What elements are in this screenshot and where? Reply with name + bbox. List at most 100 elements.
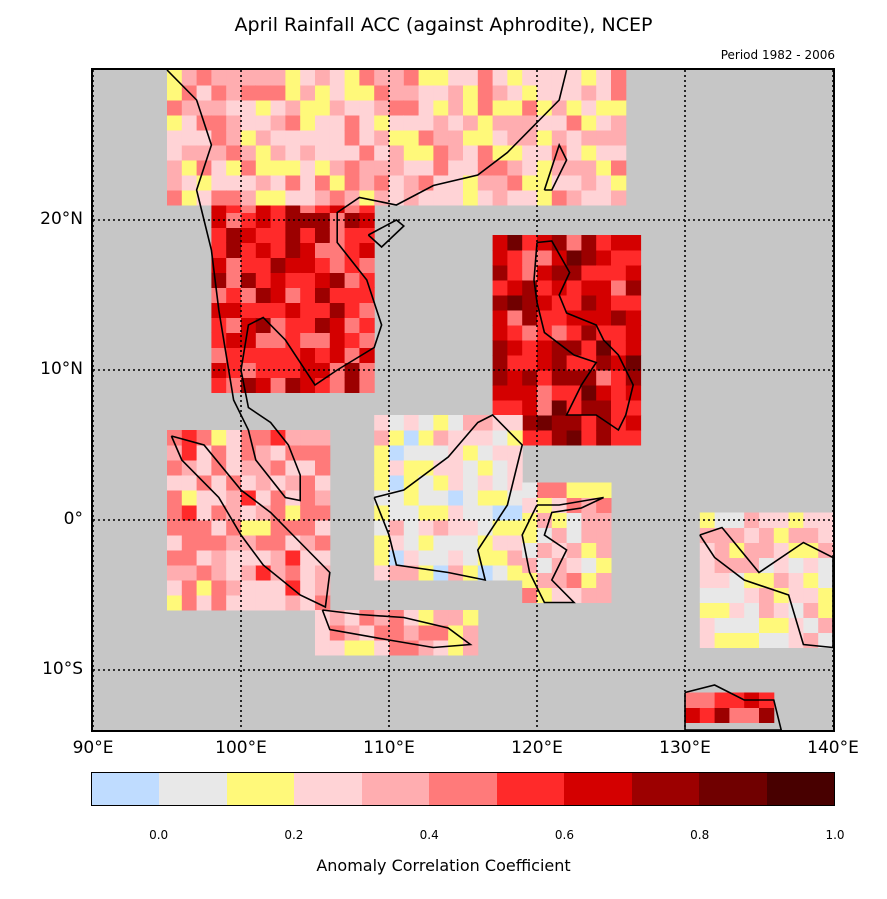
acc-cell <box>448 610 464 626</box>
acc-cell <box>196 565 212 581</box>
acc-cell <box>699 692 716 708</box>
acc-cell <box>196 490 212 506</box>
region-southern-china[interactable] <box>167 70 627 206</box>
acc-cell <box>418 415 434 431</box>
acc-cell <box>522 325 538 341</box>
acc-cell <box>418 625 434 641</box>
acc-cell <box>359 640 375 656</box>
acc-cell <box>285 505 301 521</box>
acc-cell <box>773 632 790 648</box>
acc-cell <box>270 287 286 303</box>
acc-cell <box>418 145 434 161</box>
acc-cell <box>211 377 227 393</box>
acc-cell <box>581 370 597 386</box>
region-indochina[interactable] <box>211 197 375 394</box>
acc-cell <box>403 520 420 536</box>
acc-cell <box>344 212 360 228</box>
map-canvas[interactable] <box>93 70 833 730</box>
region-borneo[interactable] <box>374 415 523 581</box>
acc-cell <box>507 370 523 386</box>
acc-cell <box>477 130 494 146</box>
acc-cell <box>315 100 331 116</box>
acc-cell <box>255 490 272 506</box>
acc-cell <box>389 640 405 656</box>
acc-cell <box>285 377 301 393</box>
acc-cell <box>374 610 390 626</box>
acc-cell <box>537 100 553 116</box>
acc-cell <box>315 332 331 348</box>
acc-cell <box>537 355 553 371</box>
acc-cell <box>241 430 257 446</box>
acc-cell <box>344 242 360 258</box>
acc-cell <box>729 617 745 633</box>
acc-cell <box>522 527 538 543</box>
acc-cell <box>255 550 272 566</box>
acc-cell <box>685 707 701 723</box>
acc-cell <box>211 520 227 536</box>
region-new-guinea[interactable] <box>699 512 833 649</box>
region-sumatra[interactable] <box>167 430 331 611</box>
acc-cell <box>551 235 568 251</box>
acc-cell <box>241 85 257 101</box>
acc-cell <box>492 355 508 371</box>
acc-cell <box>611 70 627 86</box>
acc-cell <box>818 587 833 603</box>
acc-cell <box>581 175 597 191</box>
acc-cell <box>241 160 257 176</box>
acc-cell <box>315 272 331 288</box>
acc-cell <box>374 565 390 581</box>
acc-cell <box>241 257 257 273</box>
acc-cell <box>611 190 627 206</box>
acc-cell <box>315 475 331 491</box>
acc-cell <box>300 430 316 446</box>
region-northern-australia[interactable] <box>685 692 775 724</box>
acc-cell <box>522 497 538 513</box>
acc-cell <box>270 520 286 536</box>
acc-cell <box>596 85 612 101</box>
acc-cell <box>255 272 272 288</box>
acc-cell <box>507 145 523 161</box>
acc-cell <box>551 280 568 296</box>
longitude-label: 120°E <box>511 738 563 758</box>
acc-cell <box>270 347 286 363</box>
acc-cell <box>818 632 833 648</box>
acc-cell <box>537 295 553 311</box>
acc-cell <box>611 385 627 401</box>
acc-cell <box>226 115 242 131</box>
acc-cell <box>359 302 375 318</box>
acc-cell <box>196 595 212 611</box>
acc-cell <box>315 257 331 273</box>
acc-cell <box>329 160 346 176</box>
acc-cell <box>507 415 523 431</box>
acc-cell <box>270 475 286 491</box>
acc-cell <box>181 520 198 536</box>
acc-cell <box>522 235 538 251</box>
map-panel[interactable] <box>91 68 835 732</box>
acc-cell <box>492 145 508 161</box>
acc-cell <box>315 302 331 318</box>
acc-cell <box>581 527 597 543</box>
acc-cell <box>285 595 301 611</box>
acc-cell <box>522 310 538 326</box>
region-java[interactable] <box>315 610 479 656</box>
acc-cell <box>344 130 360 146</box>
acc-cell <box>433 640 449 656</box>
acc-cell <box>403 490 420 506</box>
acc-cell <box>403 610 420 626</box>
acc-cell <box>300 242 316 258</box>
acc-cell <box>581 70 597 86</box>
acc-cell <box>433 85 449 101</box>
acc-cell <box>611 400 627 416</box>
acc-cell <box>581 415 597 431</box>
acc-cell <box>477 565 494 581</box>
acc-cell <box>803 602 819 618</box>
acc-cell <box>329 175 346 191</box>
acc-cell <box>255 85 272 101</box>
acc-cell <box>551 415 568 431</box>
acc-cell <box>300 257 316 273</box>
acc-cell <box>167 85 183 101</box>
acc-cell <box>255 332 272 348</box>
acc-cell <box>167 505 183 521</box>
acc-cell <box>773 512 790 528</box>
acc-cell <box>167 115 183 131</box>
